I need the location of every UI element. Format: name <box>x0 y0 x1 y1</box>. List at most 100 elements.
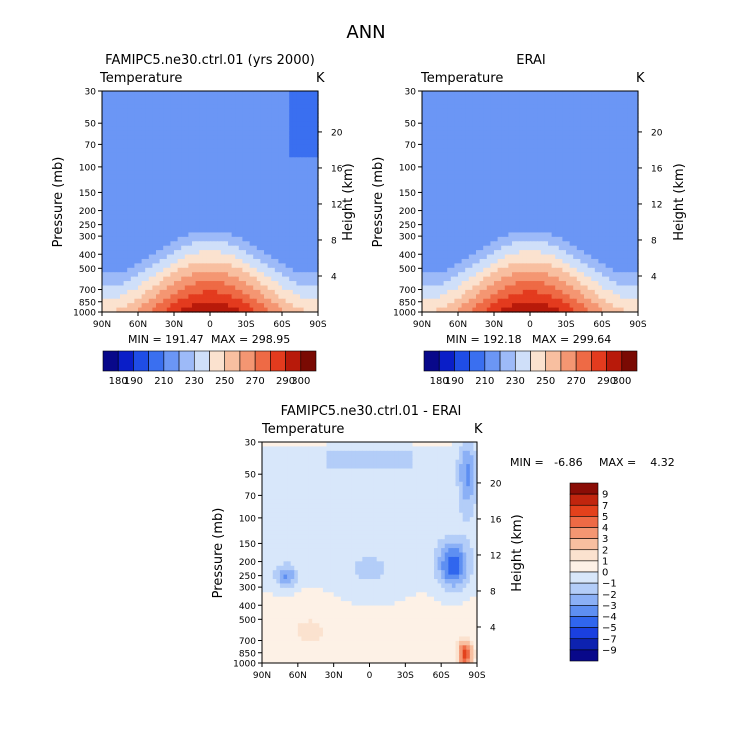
contour-cell <box>138 126 143 132</box>
contour-cell <box>450 223 455 229</box>
contour-cell <box>145 130 150 136</box>
contour-cell <box>120 232 125 238</box>
contour-cell <box>289 303 294 309</box>
contour-cell <box>170 99 175 105</box>
contour-cell <box>188 95 193 101</box>
contour-cell <box>558 201 563 207</box>
contour-cell <box>425 130 430 136</box>
contour-cell <box>594 219 599 225</box>
contour-cell <box>594 148 599 154</box>
contour-cell <box>425 174 430 180</box>
contour-cell <box>515 219 520 225</box>
contour-cell <box>522 210 527 216</box>
contour-cell <box>580 113 585 119</box>
contour-cell <box>429 139 434 145</box>
contour-cell <box>314 285 319 291</box>
contour-cell <box>602 188 607 194</box>
contour-cell <box>199 294 204 300</box>
contour-cell <box>274 144 279 150</box>
contour-cell <box>591 152 596 158</box>
contour-cell <box>213 99 218 105</box>
contour-cell <box>260 161 265 167</box>
contour-cell <box>156 179 161 185</box>
contour-cell <box>630 166 635 172</box>
contour-cell <box>123 161 128 167</box>
contour-cell <box>231 250 236 256</box>
contour-cell <box>156 144 161 150</box>
contour-cell <box>512 117 517 123</box>
contour-cell <box>476 219 481 225</box>
contour-cell <box>159 250 164 256</box>
contour-cell <box>267 108 272 114</box>
contour-cell <box>616 192 621 198</box>
contour-cell <box>112 294 117 300</box>
contour-cell <box>123 183 128 189</box>
contour-cell <box>152 241 157 247</box>
contour-cell <box>555 183 560 189</box>
contour-cell <box>447 91 452 97</box>
contour-cell <box>141 126 146 132</box>
contour-cell <box>623 108 628 114</box>
contour-cell <box>310 214 315 220</box>
contour-cell <box>440 201 445 207</box>
contour-cell <box>289 258 294 264</box>
contour-cell <box>206 139 211 145</box>
contour-cell <box>116 214 121 220</box>
contour-cell <box>285 210 290 216</box>
contour-cell <box>282 294 287 300</box>
contour-cell <box>476 113 481 119</box>
contour-cell <box>217 210 222 216</box>
contour-cell <box>271 188 276 194</box>
contour-cell <box>461 152 466 158</box>
contour-cell <box>235 263 240 269</box>
contour-cell <box>282 179 287 185</box>
contour-cell <box>109 170 114 176</box>
contour-cell <box>314 289 319 295</box>
contour-cell <box>508 152 513 158</box>
contour-cell <box>310 258 315 264</box>
contour-cell <box>264 276 269 282</box>
contour-cell <box>242 170 247 176</box>
contour-cell <box>630 108 635 114</box>
contour-cell <box>202 223 207 229</box>
contour-cell <box>123 258 128 264</box>
contour-cell <box>289 245 294 251</box>
contour-cell <box>163 104 168 110</box>
contour-cell <box>303 241 308 247</box>
contour-cell <box>515 152 520 158</box>
contour-cell <box>558 108 563 114</box>
contour-cell <box>587 148 592 154</box>
contour-cell <box>123 303 128 309</box>
contour-cell <box>235 281 240 287</box>
contour-cell <box>235 258 240 264</box>
contour-cell <box>454 135 459 141</box>
contour-cell <box>217 192 222 198</box>
contour-cell <box>228 285 233 291</box>
contour-cell <box>188 281 193 287</box>
contour-cell <box>623 152 628 158</box>
contour-cell <box>177 174 182 180</box>
contour-cell <box>522 223 527 229</box>
colorbar-label: 230 <box>185 376 204 387</box>
contour-cell <box>260 205 265 211</box>
contour-cell <box>152 117 157 123</box>
contour-cell <box>134 148 139 154</box>
contour-cell <box>220 250 225 256</box>
contour-cell <box>436 219 441 225</box>
contour-cell <box>289 281 294 287</box>
contour-cell <box>440 188 445 194</box>
contour-cell <box>130 236 135 242</box>
contour-cell <box>174 121 179 127</box>
contour-cell <box>278 219 283 225</box>
contour-cell <box>307 183 312 189</box>
contour-cell <box>278 254 283 260</box>
contour-cell <box>206 214 211 220</box>
contour-cell <box>468 113 473 119</box>
contour-cell <box>163 281 168 287</box>
contour-cell <box>282 130 287 136</box>
contour-cell <box>504 188 509 194</box>
contour-cell <box>253 294 258 300</box>
model-max-label: MAX = 298.95 <box>211 333 290 346</box>
contour-cell <box>551 108 556 114</box>
contour-cell <box>465 104 470 110</box>
